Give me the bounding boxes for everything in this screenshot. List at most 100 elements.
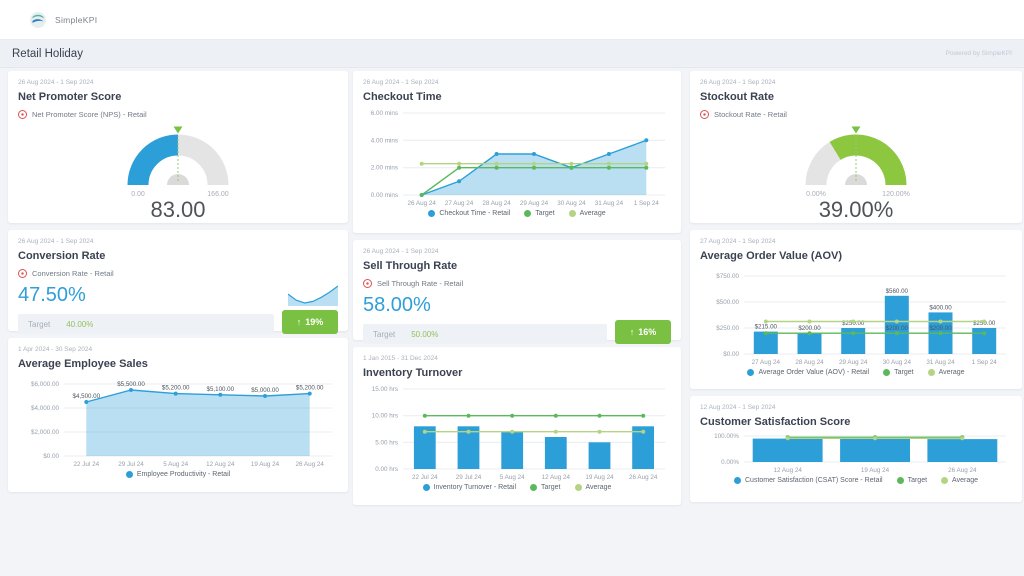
kpi-body: 47.50% Target 40.00% ↑ 19% [18, 282, 338, 334]
svg-text:$400.00: $400.00 [929, 304, 952, 311]
stockout-gauge: 0.00% 120.00% 39.00% [746, 121, 966, 219]
svg-text:100.00%: 100.00% [714, 433, 739, 440]
widget-title: Customer Satisfaction Score [700, 416, 851, 428]
legend-dot-icon [422, 484, 430, 491]
inventory-turnover-chart: 0.00 hrs 5.00 hrs 10.00 hrs 15.00 hrs 22 Jul… [363, 381, 671, 483]
kpi-label: Stockout Rate - Retail [714, 110, 787, 119]
widget-title: Conversion Rate [18, 250, 106, 262]
svg-text:$0.00: $0.00 [723, 351, 739, 358]
svg-text:0.00%: 0.00% [806, 191, 826, 198]
legend-dot-icon [125, 471, 133, 478]
svg-text:5.00 hrs: 5.00 hrs [375, 439, 398, 446]
legend-item[interactable]: Average [941, 477, 978, 484]
page-title: Retail Holiday [12, 47, 83, 60]
date-range: 26 Aug 2024 - 1 Sep 2024 [700, 79, 776, 86]
trend-sparkline [288, 284, 338, 306]
target-bar: Target 40.00% [18, 314, 274, 334]
legend-item[interactable]: Average [927, 369, 965, 376]
svg-text:$5,200.00: $5,200.00 [162, 385, 190, 392]
svg-text:1 Sep 24: 1 Sep 24 [634, 200, 660, 207]
checkout-time-widget: 26 Aug 2024 - 1 Sep 2024 Checkout Time 0… [353, 71, 681, 233]
powered-by-label[interactable]: Powered by SimpleKPI [945, 50, 1012, 57]
legend-item[interactable]: Target [530, 484, 561, 491]
legend-item[interactable]: Employee Productivity - Retail [125, 471, 230, 478]
widget-title: Average Employee Sales [18, 358, 148, 370]
legend-item[interactable]: Checkout Time - Retail [428, 210, 510, 217]
svg-text:1 Sep 24: 1 Sep 24 [972, 359, 998, 366]
svg-text:39.00%: 39.00% [819, 197, 894, 219]
legend-item[interactable]: Average [568, 210, 606, 217]
chart-legend: Average Order Value (AOV) - Retail Target… [700, 369, 1012, 376]
widget-title: Average Order Value (AOV) [700, 250, 843, 262]
kpi-label: Net Promoter Score (NPS) - Retail [32, 110, 147, 119]
svg-text:29 Jul 24: 29 Jul 24 [118, 461, 144, 468]
svg-text:26 Aug 24: 26 Aug 24 [296, 461, 325, 468]
legend-item[interactable]: Inventory Turnover - Retail [422, 484, 516, 491]
widget-title: Sell Through Rate [363, 260, 458, 272]
column-3: 26 Aug 2024 - 1 Sep 2024 Stockout Rate S… [690, 71, 1022, 502]
chart-legend: Customer Satisfaction (CSAT) Score - Ret… [700, 477, 1012, 484]
legend-dot-icon [524, 210, 532, 217]
svg-text:27 Aug 24: 27 Aug 24 [752, 359, 781, 366]
aov-widget: 27 Aug 2024 - 1 Sep 2024 Average Order V… [690, 230, 1022, 389]
svg-text:$250.00: $250.00 [842, 320, 865, 327]
csat-chart: 0.00% 100.00% 12 Aug 24 19 Aug 24 26 Aug 24 [700, 430, 1012, 476]
svg-text:0.00: 0.00 [131, 191, 145, 198]
top-bar: SimpleKPI [0, 0, 1024, 40]
kpi-target-icon [18, 110, 27, 119]
svg-text:120.00%: 120.00% [882, 191, 910, 198]
target-bar: Target 50.00% [363, 324, 607, 344]
target-label: Target [373, 329, 396, 339]
svg-text:12 Aug 24: 12 Aug 24 [774, 467, 803, 474]
svg-text:31 Aug 24: 31 Aug 24 [926, 359, 955, 366]
svg-text:$5,100.00: $5,100.00 [207, 386, 235, 393]
legend-item[interactable]: Customer Satisfaction (CSAT) Score - Ret… [734, 477, 883, 484]
kpi-value: 47.50% [18, 284, 86, 306]
column-1: 26 Aug 2024 - 1 Sep 2024 Net Promoter Sc… [8, 71, 348, 492]
inventory-turnover-widget: 1 Jan 2015 - 31 Dec 2024 Inventory Turno… [353, 347, 681, 505]
svg-text:28 Aug 24: 28 Aug 24 [795, 359, 824, 366]
svg-text:$750.00: $750.00 [716, 273, 739, 280]
svg-text:29 Aug 24: 29 Aug 24 [839, 359, 868, 366]
legend-dot-icon [568, 210, 576, 217]
kpi-target-icon [700, 110, 709, 119]
svg-text:$250.00: $250.00 [716, 325, 739, 332]
target-label: Target [28, 319, 51, 329]
app-name[interactable]: SimpleKPI [55, 14, 98, 25]
target-value: 40.00% [66, 319, 94, 329]
svg-text:22 Jul 24: 22 Jul 24 [412, 474, 438, 481]
svg-text:$4,000.00: $4,000.00 [31, 405, 60, 412]
chart-legend: Checkout Time - Retail Target Average [363, 210, 671, 217]
kpi-target-icon [363, 279, 372, 288]
legend-dot-icon [530, 484, 538, 491]
column-2: 26 Aug 2024 - 1 Sep 2024 Checkout Time 0… [353, 71, 681, 505]
svg-text:19 Aug 24: 19 Aug 24 [861, 467, 890, 474]
svg-text:28 Aug 24: 28 Aug 24 [482, 200, 511, 207]
legend-item[interactable]: Target [883, 369, 914, 376]
legend-item[interactable]: Average [574, 484, 611, 491]
svg-text:26 Aug 24: 26 Aug 24 [629, 474, 658, 481]
svg-text:$500.00: $500.00 [716, 299, 739, 306]
legend-item[interactable]: Target [896, 477, 927, 484]
up-arrow-icon: ↑ [629, 327, 635, 337]
kpi-label: Sell Through Rate - Retail [377, 279, 464, 288]
legend-dot-icon [896, 477, 904, 484]
legend-item[interactable]: Target [524, 210, 555, 217]
svg-text:10.00 hrs: 10.00 hrs [372, 413, 398, 420]
svg-text:$5,000.00: $5,000.00 [251, 387, 279, 394]
average-employee-sales-widget: 1 Apr 2024 - 30 Sep 2024 Average Employe… [8, 338, 348, 492]
simplekpi-logo-icon[interactable] [30, 11, 46, 28]
svg-text:$215.00: $215.00 [755, 324, 778, 331]
aov-chart: $0.00 $250.00 $500.00 $750.00 $215.00 $200.00… [700, 264, 1012, 368]
svg-text:$0.00: $0.00 [43, 453, 59, 460]
nps-gauge: 0.00 166.00 83.00 [68, 121, 288, 219]
svg-text:31 Aug 24: 31 Aug 24 [595, 200, 624, 207]
checkout-time-chart: 0.00 mins 2.00 mins 4.00 mins 6.00 mins 26 A… [363, 105, 671, 209]
legend-dot-icon [941, 477, 949, 484]
svg-text:166.00: 166.00 [207, 191, 229, 198]
legend-dot-icon [927, 369, 935, 376]
svg-text:0.00 mins: 0.00 mins [371, 192, 398, 199]
badge-value: 16% [638, 327, 657, 337]
svg-text:2.00 mins: 2.00 mins [371, 165, 398, 172]
legend-item[interactable]: Average Order Value (AOV) - Retail [747, 369, 869, 376]
